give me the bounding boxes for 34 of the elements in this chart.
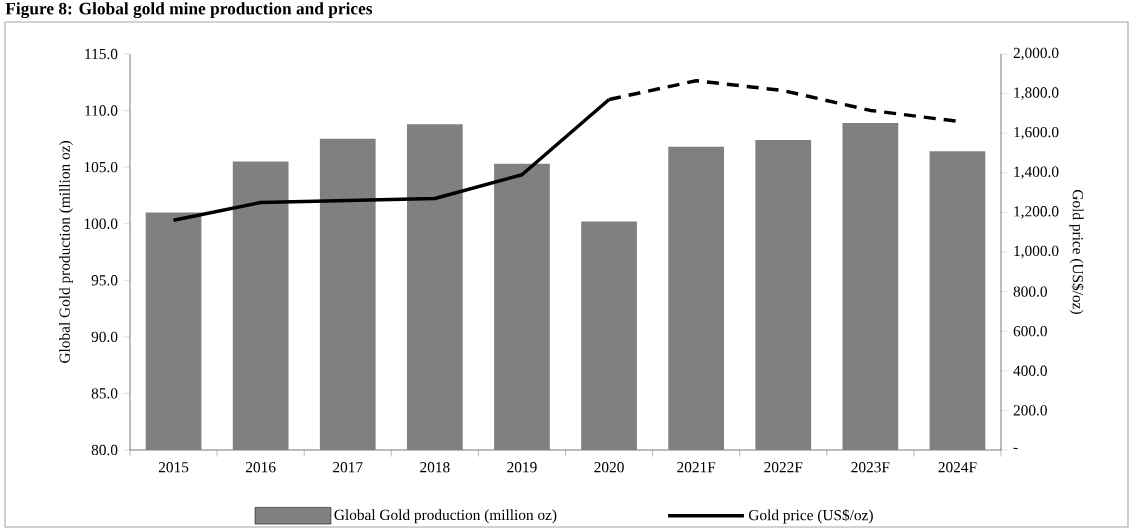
legend-label: Gold price (US$/oz) [748, 509, 873, 524]
y2-axis-title: Gold price (US$/oz) [1069, 190, 1084, 314]
x-tick-label: 2017 [333, 462, 363, 473]
y-tick-label: 115.0 [85, 48, 118, 60]
y2-tick-label: 400.0 [1013, 365, 1047, 376]
x-tick-label: 2023F [851, 462, 890, 473]
y2-tick-label: - [1013, 447, 1018, 450]
x-tick-label: 2020 [594, 462, 624, 473]
y-tick-label: 95.0 [91, 275, 118, 286]
y-axis-title: Global Gold production (million oz) [59, 141, 73, 363]
y2-tick-label: 600.0 [1013, 325, 1047, 337]
y2-tick-label: 1,000.0 [1014, 245, 1059, 259]
x-tick-label: 2016 [245, 462, 276, 473]
y2-tick-label: 1,200.0 [1014, 206, 1059, 219]
y2-tick-label: 200.0 [1013, 405, 1047, 416]
y2-tick-label: 1,600.0 [1014, 126, 1059, 140]
x-tick-label: 2018 [420, 462, 450, 473]
y-tick-label: 110.0 [85, 105, 118, 116]
y-tick-label: 105.0 [84, 161, 118, 173]
x-tick-label: 2021F [677, 462, 716, 473]
y2-tick-label: 1,800.0 [1014, 87, 1059, 100]
y-tick-label: 85.0 [91, 388, 118, 399]
x-tick-label: 2022F [764, 462, 803, 473]
chart-title: Figure 8: Global gold mine production and prices [5, 2, 373, 19]
y2-tick-label: 1,400.0 [1014, 166, 1059, 180]
x-tick-label: 2024F [938, 462, 977, 473]
y2-tick-label: 800.0 [1013, 286, 1047, 297]
y-tick-label: 80.0 [91, 444, 118, 456]
x-tick-label: 2019 [507, 462, 537, 473]
legend-label: Global Gold production (million oz) [334, 509, 557, 524]
y2-tick-label: 2,000.0 [1013, 47, 1059, 61]
y-tick-label: 100.0 [84, 218, 118, 229]
x-tick-label: 2015 [158, 462, 189, 473]
y-tick-label: 90.0 [91, 331, 118, 343]
